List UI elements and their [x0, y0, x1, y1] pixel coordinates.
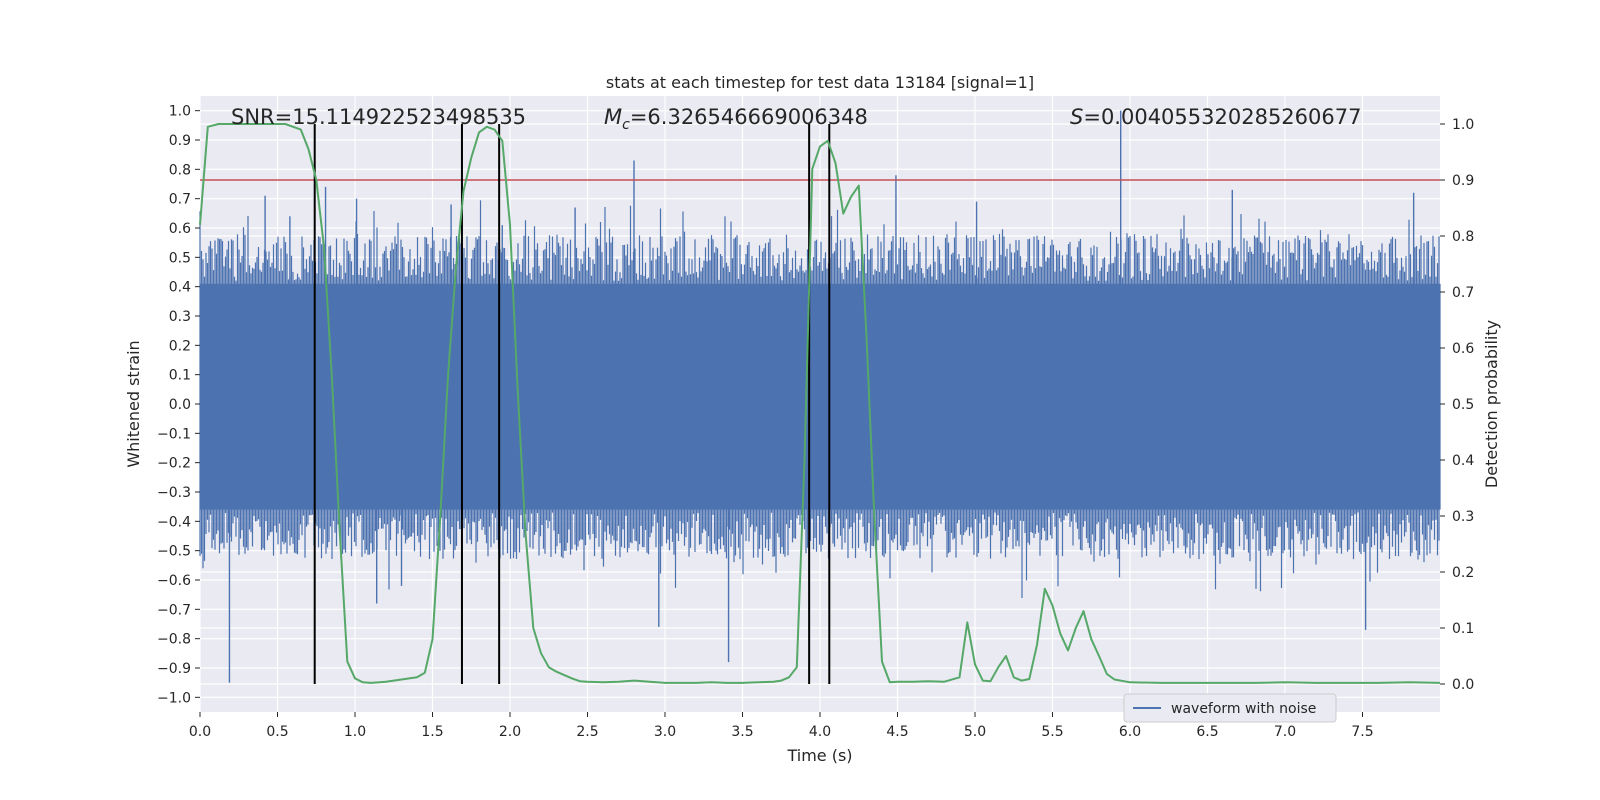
y-tick-label: −0.9 — [157, 661, 191, 677]
y-tick-label: −0.7 — [157, 602, 191, 618]
y-tick-label: 0.3 — [169, 309, 191, 325]
x-tick-label: 3.0 — [654, 724, 676, 740]
chirp-mass-subscript: c — [622, 117, 630, 133]
y-tick-label: −1.0 — [157, 690, 191, 706]
y-tick-label: 0.7 — [169, 192, 191, 208]
detection-probability-series — [199, 123, 1441, 684]
x-tick-label: 0.0 — [189, 724, 211, 740]
y2-tick-label: 0.9 — [1452, 173, 1474, 189]
legend-box — [1123, 693, 1337, 723]
y2-tick-label: 0.6 — [1452, 341, 1474, 357]
x-axis-ticks: 0.0 0.5 1.0 1.5 2.0 2.5 3.0 3.5 4.0 4.5 5.0 5.5 6.0 6… — [189, 712, 1374, 740]
detection-probability-line — [199, 123, 1441, 684]
snr-annotation: SNR=15.114922523498535 — [231, 105, 526, 129]
legend-label: waveform with noise — [1171, 701, 1316, 717]
waveform-line — [199, 200, 1441, 598]
y2-axis-ticks: 0.0 0.1 0.2 0.3 0.4 0.5 0.6 0.7 0.8 0.9 1.0 — [1440, 117, 1474, 693]
x-tick-label: 1.5 — [421, 724, 443, 740]
y-tick-label: 0.6 — [169, 221, 191, 237]
s-symbol: S — [1070, 105, 1083, 129]
y-tick-label: −0.8 — [157, 632, 191, 648]
chart-title: stats at each timestep for test data 131… — [606, 73, 1034, 92]
y2-axis-label: Detection probability — [1482, 320, 1501, 488]
y-tick-label: 0.9 — [169, 133, 191, 149]
vertical-markers — [313, 124, 831, 684]
y2-tick-label: 0.8 — [1452, 229, 1474, 245]
y-tick-label: 1.0 — [169, 104, 191, 120]
x-tick-label: 1.0 — [344, 724, 366, 740]
x-tick-label: 3.5 — [731, 724, 753, 740]
y-tick-label: −0.2 — [157, 456, 191, 472]
y2-tick-label: 0.3 — [1452, 509, 1474, 525]
waveform-series — [199, 110, 1441, 683]
y2-tick-label: 0.2 — [1452, 565, 1474, 581]
y-tick-label: 0.8 — [169, 162, 191, 178]
x-tick-label: 4.0 — [809, 724, 831, 740]
x-tick-label: 0.5 — [266, 724, 288, 740]
s-annotation: S=0.004055320285260677 — [1070, 105, 1361, 129]
y-tick-label: 0.1 — [169, 368, 191, 384]
y-axis-ticks: −1.0 −0.9 −0.8 −0.7 −0.6 −0.5 −0.4 −0.3 −0.2 −0.1… — [157, 104, 200, 706]
y-tick-label: 0.5 — [169, 250, 191, 266]
x-tick-label: 2.5 — [576, 724, 598, 740]
s-value: =0.004055320285260677 — [1083, 105, 1361, 129]
chirp-mass-value: =6.326546669006348 — [630, 105, 868, 129]
x-tick-label: 4.5 — [886, 724, 908, 740]
x-axis-label: Time (s) — [786, 746, 852, 765]
y-axis-label: Whitened strain — [124, 340, 143, 467]
y2-tick-label: 0.1 — [1452, 621, 1474, 637]
y2-tick-label: 0.5 — [1452, 397, 1474, 413]
chirp-mass-symbol: M — [604, 105, 622, 129]
x-tick-label: 5.0 — [964, 724, 986, 740]
y2-tick-label: 0.4 — [1452, 453, 1474, 469]
y-tick-label: 0.2 — [169, 338, 191, 354]
y-tick-label: −0.5 — [157, 544, 191, 560]
chirp-mass-annotation: Mc=6.326546669006348 — [604, 105, 868, 133]
legend: waveform with noise — [1123, 693, 1337, 723]
x-tick-label: 2.0 — [499, 724, 521, 740]
x-tick-label: 7.5 — [1351, 724, 1373, 740]
y2-tick-label: 0.7 — [1452, 285, 1474, 301]
y-tick-label: −0.4 — [157, 514, 191, 530]
y-tick-label: 0.0 — [169, 397, 191, 413]
y-tick-label: −0.1 — [157, 426, 191, 442]
y2-tick-label: 0.0 — [1452, 677, 1474, 693]
x-tick-label: 7.0 — [1274, 724, 1296, 740]
y-tick-label: −0.3 — [157, 485, 191, 501]
x-tick-label: 6.0 — [1119, 724, 1141, 740]
x-tick-label: 5.5 — [1041, 724, 1063, 740]
y-tick-label: −0.6 — [157, 573, 191, 589]
y-tick-label: 0.4 — [169, 280, 191, 296]
x-tick-label: 6.5 — [1196, 724, 1218, 740]
y2-tick-label: 1.0 — [1452, 117, 1474, 133]
